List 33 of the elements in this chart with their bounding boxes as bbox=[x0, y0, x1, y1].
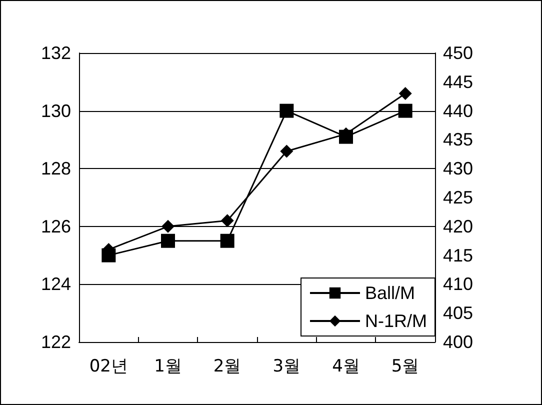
point bbox=[220, 214, 234, 228]
y-tick-label: 128 bbox=[40, 158, 71, 179]
y2-tick-label: 415 bbox=[443, 245, 474, 266]
y2-tick-label: 410 bbox=[443, 274, 474, 294]
x-tick-label: 5월 bbox=[391, 356, 420, 376]
point bbox=[280, 144, 294, 158]
y2-tick-label: 430 bbox=[443, 158, 474, 179]
y-tick-label: 124 bbox=[40, 274, 71, 294]
x-tick-label: 3월 bbox=[272, 356, 301, 376]
y2-tick-label: 445 bbox=[443, 72, 474, 92]
y-tick-label: 132 bbox=[40, 43, 71, 63]
y2-tick-label: 405 bbox=[443, 303, 474, 324]
y2-tick-label: 450 bbox=[443, 43, 474, 63]
point bbox=[398, 86, 412, 100]
x-tick-label: 02년 bbox=[89, 356, 128, 376]
point bbox=[162, 220, 174, 233]
point bbox=[280, 104, 294, 118]
point bbox=[161, 234, 175, 248]
y2-tick-label: 440 bbox=[443, 100, 474, 121]
y-tick-label: 122 bbox=[40, 332, 71, 352]
y2-tick-label: 420 bbox=[443, 216, 474, 236]
y2-tick-label: 435 bbox=[443, 130, 474, 150]
point bbox=[220, 234, 234, 248]
x-tick-label: 1월 bbox=[154, 356, 182, 376]
x-tick-label: 2월 bbox=[213, 356, 242, 376]
point bbox=[398, 104, 412, 118]
y-tick-label: 126 bbox=[40, 216, 71, 236]
y2-tick-label: 425 bbox=[443, 188, 474, 208]
legend-label: Ball/M bbox=[365, 283, 416, 303]
y-tick-label: 130 bbox=[40, 100, 71, 121]
x-tick-label: 4월 bbox=[332, 356, 360, 376]
y2-tick-label: 400 bbox=[443, 332, 474, 352]
legend-label: N-1R/M bbox=[365, 311, 427, 331]
